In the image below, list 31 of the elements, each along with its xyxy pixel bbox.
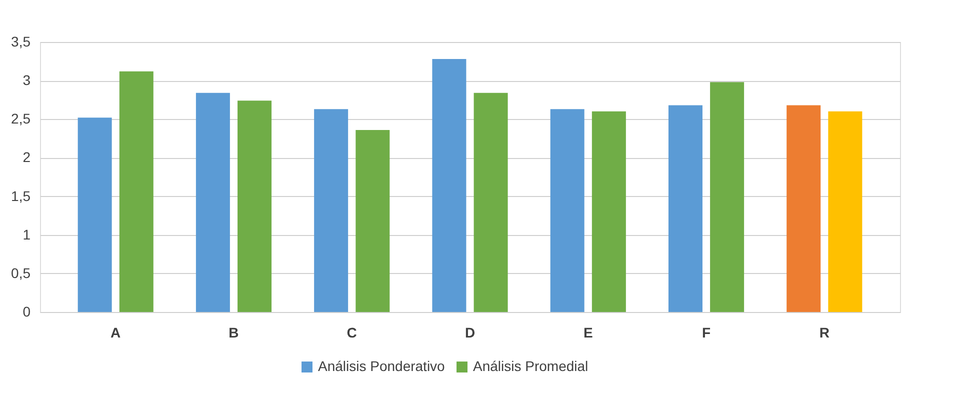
- bar: [550, 109, 584, 312]
- legend-label: Análisis Promedial: [473, 358, 588, 374]
- x-tick-label: E: [583, 324, 593, 340]
- legend-label: Análisis Ponderativo: [318, 358, 446, 374]
- y-tick-label: 3,5: [11, 34, 31, 50]
- y-tick-label: 3: [22, 72, 31, 88]
- x-tick-label: A: [110, 324, 121, 340]
- y-tick-label: 0,5: [11, 264, 31, 281]
- bar: [314, 109, 348, 312]
- x-tick-label: B: [228, 324, 239, 340]
- bar: [710, 82, 744, 312]
- bar: [592, 111, 626, 312]
- bar: [474, 92, 508, 312]
- x-tick-label: D: [464, 324, 476, 340]
- bar: [196, 92, 230, 312]
- bar: [119, 71, 154, 312]
- bar: [432, 58, 466, 312]
- bar: [786, 105, 821, 312]
- x-tick-label: F: [702, 324, 711, 340]
- bar: [238, 100, 272, 312]
- y-tick-label: 1: [22, 226, 31, 242]
- y-tick-label: 0: [22, 304, 31, 320]
- y-tick-label: 2: [22, 149, 31, 166]
- bar: [78, 118, 112, 312]
- y-tick-label: 2,5: [11, 110, 31, 127]
- bar: [828, 111, 862, 312]
- bar: [356, 130, 390, 312]
- x-tick-label: C: [346, 324, 357, 340]
- bar: [668, 105, 702, 312]
- y-tick-label: 1,5: [11, 188, 31, 204]
- x-tick-label: R: [819, 324, 830, 340]
